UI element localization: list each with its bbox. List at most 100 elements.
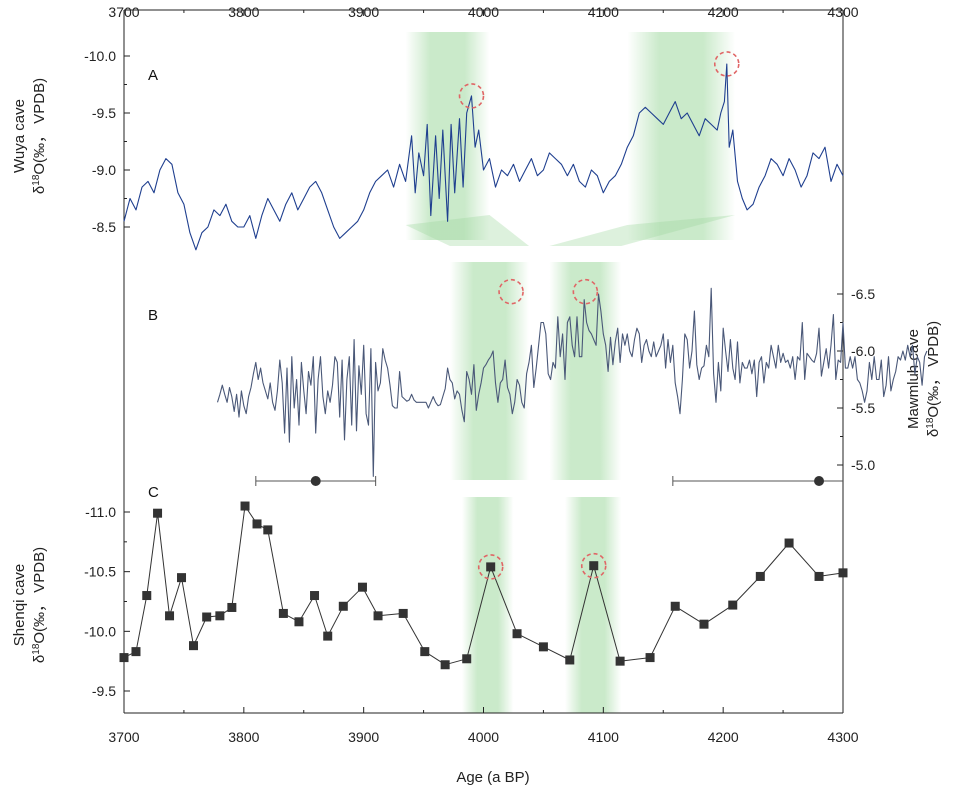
series-line	[216, 287, 928, 477]
peak-marker-circle	[458, 83, 485, 109]
data-point	[838, 568, 848, 578]
x-tick-label-top: 3700	[108, 4, 139, 20]
x-tick-label-top: 4100	[588, 4, 619, 20]
x-tick-label-top: 4300	[827, 4, 858, 20]
data-point	[699, 619, 709, 629]
peak-marker-circle	[477, 554, 504, 580]
highlight-band	[549, 262, 622, 480]
highlight-band	[461, 497, 514, 713]
data-point	[202, 612, 212, 622]
y-tick-label: -10.0	[84, 623, 116, 639]
x-tick-label-bottom: 4300	[827, 729, 858, 745]
data-point	[670, 601, 680, 611]
data-point	[177, 573, 187, 583]
data-point	[784, 538, 794, 548]
y-axis-title-line1: Wuya cave	[11, 99, 28, 173]
highlight-bands	[405, 32, 736, 713]
data-point	[565, 655, 575, 665]
data-point	[338, 601, 348, 611]
data-point	[589, 561, 599, 571]
panel-letter: A	[148, 67, 158, 84]
data-point	[323, 631, 333, 641]
data-point	[142, 591, 152, 601]
highlight-band	[564, 497, 622, 713]
age-error-point	[814, 476, 825, 486]
x-tick-label-bottom: 3800	[228, 729, 259, 745]
data-point	[462, 654, 472, 664]
data-point	[278, 608, 288, 618]
data-point	[310, 591, 320, 601]
data-point	[615, 656, 625, 666]
data-point	[215, 611, 225, 621]
y-tick-label: -11.0	[85, 504, 116, 520]
panel-letter: C	[148, 484, 159, 501]
data-point	[398, 608, 408, 618]
y-axis-title-line2: δ18O(‰， VPDB)	[31, 547, 49, 663]
y-tick-label: -9.5	[92, 683, 116, 699]
band-connector	[405, 215, 530, 246]
highlight-band	[405, 32, 490, 240]
peak-marker-circle	[713, 51, 740, 77]
highlight-band	[449, 262, 530, 480]
data-point	[240, 501, 250, 511]
x-tick-label-top: 3900	[348, 4, 379, 20]
data-point	[252, 519, 262, 529]
x-tick-label-bottom: 4100	[588, 729, 619, 745]
data-point	[119, 653, 129, 663]
y-tick-label: -5.5	[851, 400, 875, 416]
x-tick-label-top: 4000	[468, 4, 499, 20]
data-point	[512, 629, 522, 639]
y-tick-label: -8.5	[92, 219, 116, 235]
data-point	[440, 660, 450, 670]
y-tick-label: -6.0	[851, 343, 875, 359]
peak-marker-circle	[498, 278, 524, 305]
data-point	[227, 602, 237, 612]
panel-letter: B	[148, 307, 158, 324]
data-point	[294, 617, 304, 627]
x-tick-label-bottom: 4000	[468, 729, 499, 745]
data-point	[645, 653, 655, 663]
highlight-band	[627, 32, 736, 240]
data-point	[814, 571, 824, 581]
peak-markers	[458, 51, 740, 580]
y-tick-label: -10.0	[84, 48, 116, 64]
x-tick-label-top: 3800	[228, 4, 259, 20]
data-point	[357, 582, 367, 592]
data-point	[263, 525, 273, 535]
data-point	[373, 611, 383, 621]
x-axis-title: Age (a BP)	[456, 769, 529, 786]
data-point	[728, 600, 738, 610]
peak-marker-circle	[580, 552, 607, 579]
peak-marker-circle	[572, 278, 599, 305]
x-axis: 3700 3700 3800 3800 3900 3900 4000 4000 4100 4100…	[108, 4, 858, 745]
data-point	[420, 647, 430, 657]
band-connector	[549, 215, 736, 246]
x-tick-label-bottom: 3900	[348, 729, 379, 745]
y-tick-label: -10.5	[84, 564, 116, 580]
data-point	[755, 571, 765, 581]
series-line	[123, 505, 844, 666]
x-tick-label-top: 4200	[708, 4, 739, 20]
data-point	[153, 508, 163, 518]
series-line	[123, 63, 844, 251]
y-tick-label: -9.0	[92, 162, 116, 178]
x-tick-label-bottom: 3700	[108, 729, 139, 745]
y-tick-label: -9.5	[92, 105, 116, 121]
y-axis-title-line2: δ18O(‰， VPDB)	[31, 78, 49, 194]
y-axis-title-line1: Shenqi cave	[11, 564, 28, 647]
data-point	[189, 641, 199, 651]
y-axis-title-line2: δ18O(‰， VPDB)	[925, 321, 943, 437]
data-point	[486, 562, 496, 572]
y-tick-label: -5.0	[851, 457, 875, 473]
data-point	[131, 647, 141, 657]
x-tick-label-bottom: 4200	[708, 729, 739, 745]
age-error-point	[310, 476, 321, 486]
data-point	[538, 642, 548, 652]
y-tick-label: -6.5	[851, 286, 875, 302]
y-axis-title-line1: Mawmluh cave	[905, 329, 922, 429]
data-point	[165, 611, 175, 621]
